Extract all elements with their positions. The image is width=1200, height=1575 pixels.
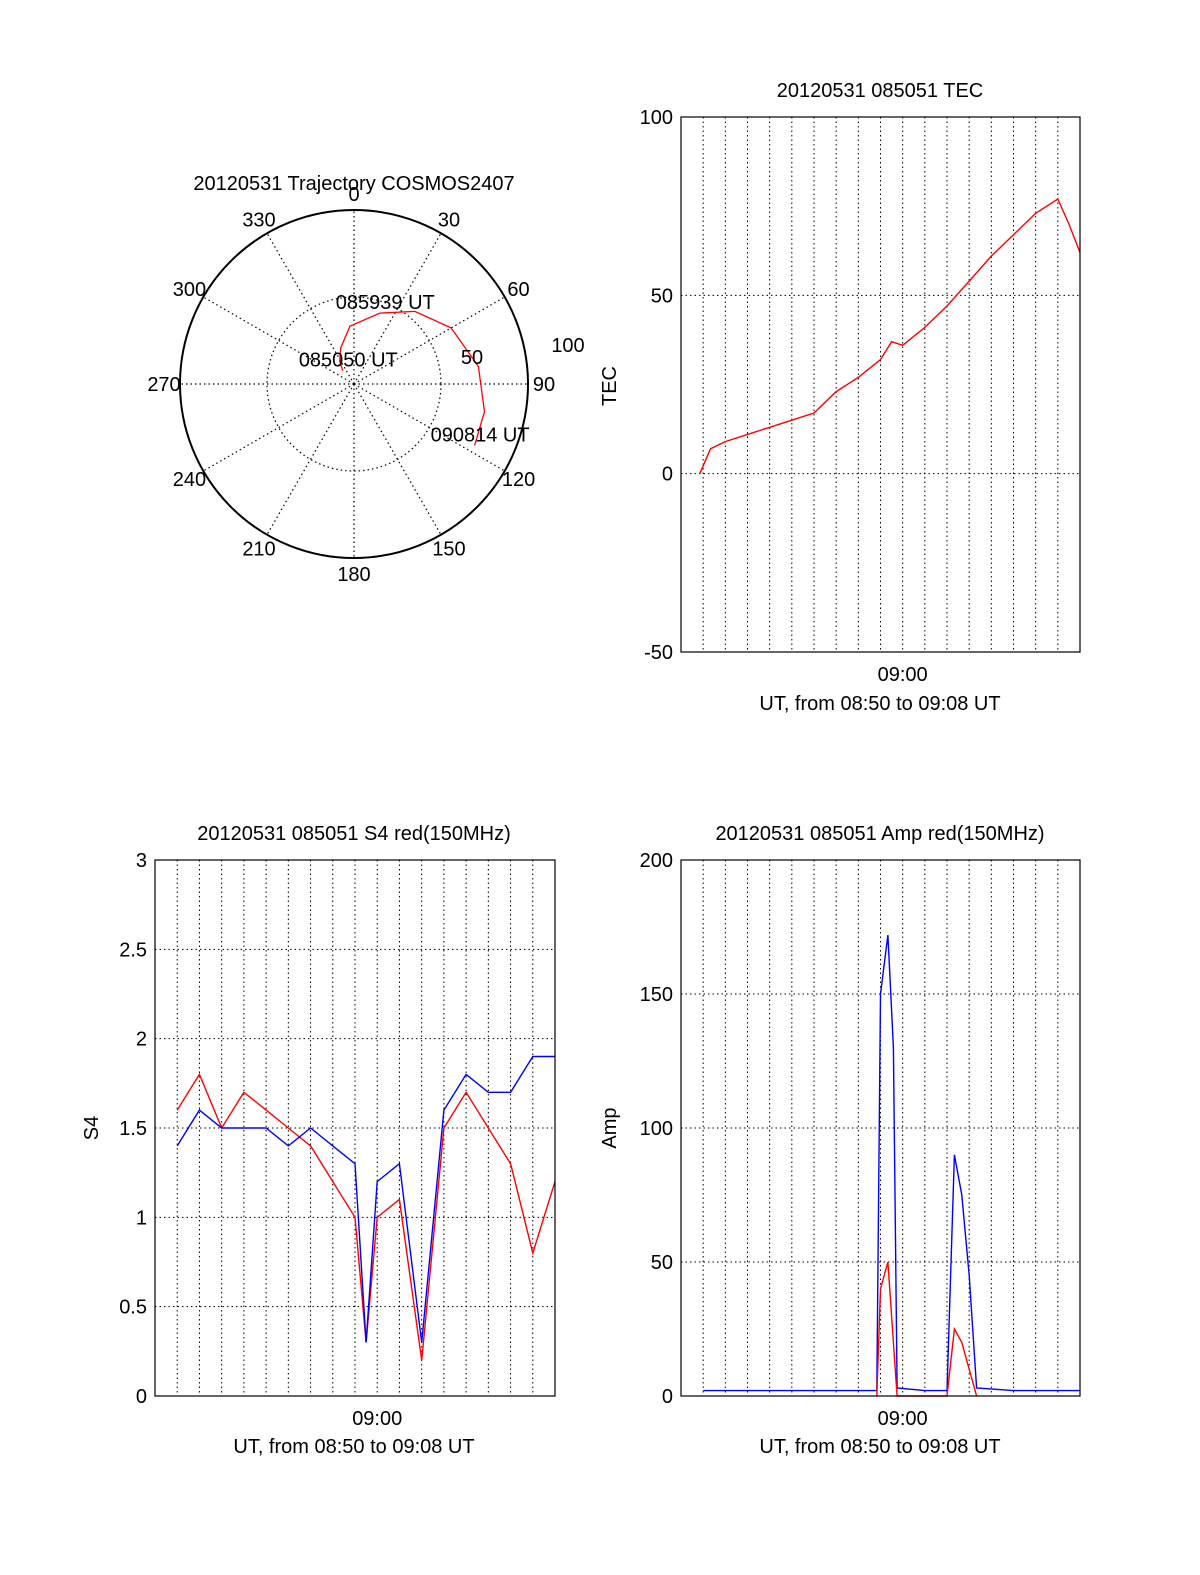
- y-tick-label: -50: [644, 642, 673, 664]
- series-line: [699, 197, 1081, 474]
- polar-time-annotation: 090814 UT: [431, 424, 530, 446]
- polar-time-annotation: 085050 UT: [299, 350, 398, 372]
- plot-frame: [680, 859, 1081, 1397]
- y-tick-label: 2: [136, 1029, 147, 1051]
- polar-title: 20120531 Trajectory COSMOS2407: [193, 173, 514, 195]
- y-tick-label: 1: [136, 1207, 147, 1229]
- y-tick-label: 100: [640, 107, 673, 129]
- polar-grid-spoke: [353, 233, 442, 385]
- polar-angle-label: 60: [507, 279, 529, 301]
- polar-angle-label: 210: [242, 539, 275, 561]
- y-tick-label: 50: [651, 285, 673, 307]
- polar-trajectory-chart: 20120531 Trajectory COSMOS2407 0 30 60 90 12…: [147, 173, 584, 586]
- y-tick-label: 200: [640, 850, 673, 872]
- s4-chart: 20120531 085051 S4 red(150MHz) UT, from …: [81, 823, 556, 1458]
- series-line: [876, 1261, 978, 1397]
- polar-outer-circle: [179, 209, 529, 559]
- y-tick-label: 150: [640, 984, 673, 1006]
- polar-angle-label: 330: [242, 209, 275, 231]
- polar-angle-label: 300: [173, 279, 206, 301]
- s4-ylabel: S4: [81, 1116, 103, 1140]
- polar-angle-label: 180: [337, 564, 370, 586]
- polar-angle-label: 120: [502, 469, 535, 491]
- polar-radius-label: 50: [461, 347, 483, 369]
- polar-grid-spoke: [203, 383, 355, 472]
- tec-xlabel: UT, from 08:50 to 09:08 UT: [759, 693, 1000, 715]
- polar-grid-spoke: [353, 383, 442, 535]
- tec-plot-area: -50 0 50 100 09:00: [640, 107, 1081, 686]
- polar-radius-label: 100: [551, 335, 584, 357]
- plot-frame: [680, 116, 1081, 653]
- y-tick-label: 3: [136, 850, 147, 872]
- polar-series: [339, 310, 486, 446]
- polar-grid-spoke: [353, 296, 505, 385]
- polar-grid-spoke: [266, 233, 355, 385]
- y-tick-label: 100: [640, 1118, 673, 1140]
- tec-ylabel: TEC: [599, 366, 621, 406]
- tec-chart: 20120531 085051 TEC UT, from 08:50 to 09…: [599, 80, 1081, 715]
- amp-plot-area: 0 50 100 150 200 09:00: [640, 850, 1081, 1430]
- s4-plot-area: 0 0.5 1 1.5 2 2.5 3 09:00: [119, 850, 556, 1430]
- y-tick-label: 2.5: [119, 939, 147, 961]
- y-tick-label: 0: [136, 1386, 147, 1408]
- polar-angle-label: 90: [533, 374, 555, 396]
- polar-trajectory-line: [339, 310, 486, 446]
- polar-grid: [179, 209, 529, 559]
- series-line: [703, 934, 1080, 1392]
- polar-labels: 0 30 60 90 120 150 180 210 240 270 300 330 50 100 0850…: [147, 184, 584, 586]
- polar-angle-label: 240: [173, 469, 206, 491]
- x-tick-label: 09:00: [878, 664, 928, 686]
- y-tick-label: 0: [662, 1386, 673, 1408]
- y-tick-label: 50: [651, 1252, 673, 1274]
- s4-title: 20120531 085051 S4 red(150MHz): [197, 823, 511, 845]
- x-tick-label: 09:00: [878, 1408, 928, 1430]
- polar-time-annotation: 085939 UT: [336, 292, 435, 314]
- amp-ylabel: Amp: [599, 1107, 621, 1148]
- polar-grid-spoke: [203, 296, 355, 385]
- y-tick-label: 1.5: [119, 1118, 147, 1140]
- y-tick-label: 0.5: [119, 1297, 147, 1319]
- plot-frame: [154, 859, 556, 1397]
- amp-title: 20120531 085051 Amp red(150MHz): [715, 823, 1044, 845]
- amp-xlabel: UT, from 08:50 to 09:08 UT: [759, 1436, 1000, 1458]
- polar-angle-label: 0: [348, 184, 359, 206]
- polar-grid-spoke: [266, 383, 355, 535]
- polar-angle-label: 30: [438, 209, 460, 231]
- y-tick-label: 0: [662, 464, 673, 486]
- polar-grid-spoke: [353, 383, 505, 472]
- tec-title: 20120531 085051 TEC: [777, 80, 983, 102]
- polar-angle-label: 150: [432, 539, 465, 561]
- x-tick-label: 09:00: [352, 1408, 402, 1430]
- amp-chart: 20120531 085051 Amp red(150MHz) UT, from…: [599, 823, 1081, 1458]
- series-line: [176, 1055, 555, 1343]
- polar-angle-label: 270: [147, 374, 180, 396]
- s4-xlabel: UT, from 08:50 to 09:08 UT: [233, 1436, 474, 1458]
